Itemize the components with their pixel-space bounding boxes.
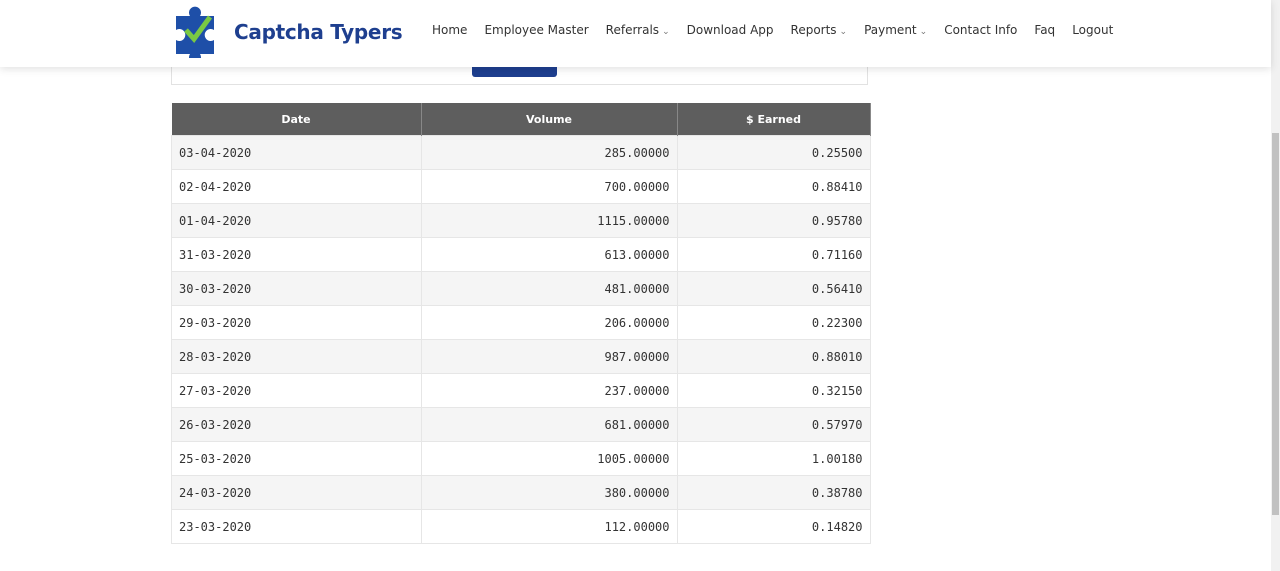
table-cell: 03-04-2020 xyxy=(171,135,422,170)
table-row: 03-04-2020 285.00000 0.25500 xyxy=(171,135,871,170)
table-cell: 380.00000 xyxy=(420,475,678,510)
chevron: ⌄ xyxy=(662,27,670,37)
table-row: 30-03-2020 481.00000 0.56410 xyxy=(171,271,871,306)
table-cell: 0.57970 xyxy=(676,407,871,442)
table-cell: 206.00000 xyxy=(420,305,678,340)
table-row: 31-03-2020 613.00000 0.71160 xyxy=(171,237,871,272)
table-cell: 0.14820 xyxy=(676,509,871,544)
navbar: Captcha Typers Home Employee Master Refe… xyxy=(0,0,1271,67)
table-row: 28-03-2020 987.00000 0.88010 xyxy=(171,339,871,374)
table-row: 02-04-2020 700.00000 0.88410 xyxy=(171,169,871,204)
table-row: 01-04-2020 1115.00000 0.95780 xyxy=(171,203,871,238)
table-cell: 0.56410 xyxy=(676,271,871,306)
nav-link: Referrals xyxy=(605,23,660,37)
table-cell: 26-03-2020 xyxy=(171,407,422,442)
table-cell: 01-04-2020 xyxy=(171,203,422,238)
nav-link[interactable]: Faq xyxy=(1034,23,1056,37)
table-cell: 0.88410 xyxy=(676,169,871,204)
column-header: $ Earned xyxy=(677,103,871,136)
table-cell: 0.95780 xyxy=(676,203,871,238)
nav-link: Reports xyxy=(790,23,837,37)
table-cell: 1005.00000 xyxy=(420,441,678,476)
column-header: Volume xyxy=(421,103,678,136)
menu: Home Employee Master Referrals ⌄ Download… xyxy=(432,23,1113,37)
table-cell: 481.00000 xyxy=(420,271,678,306)
table-cell: 02-04-2020 xyxy=(171,169,422,204)
column-header: Date xyxy=(171,103,422,136)
submit-button[interactable] xyxy=(472,67,557,77)
table-cell: 112.00000 xyxy=(420,509,678,544)
nav-dropdown[interactable]: Payment ⌄ xyxy=(864,23,927,37)
table-cell: 1115.00000 xyxy=(420,203,678,238)
table-cell: 0.25500 xyxy=(676,135,871,170)
chevron: ⌄ xyxy=(839,27,848,37)
table-cell: 25-03-2020 xyxy=(171,441,422,476)
table-cell: 1.00180 xyxy=(676,441,871,476)
table-body: 03-04-2020 285.00000 0.25500 02-04-2020 700.… xyxy=(171,135,871,544)
nav-link: Payment xyxy=(864,23,917,37)
table-cell: 31-03-2020 xyxy=(171,237,422,272)
nav-link[interactable]: Download App xyxy=(686,23,774,37)
table-row: 24-03-2020 380.00000 0.38780 xyxy=(171,475,871,510)
nav-dropdown[interactable]: Reports ⌄ xyxy=(791,23,848,37)
table-cell: 29-03-2020 xyxy=(171,305,422,340)
table-cell: 0.71160 xyxy=(676,237,871,272)
chevron: ⌄ xyxy=(919,27,928,37)
table-cell: 30-03-2020 xyxy=(171,271,422,306)
table-cell: 0.38780 xyxy=(676,475,871,510)
table-row: 27-03-2020 237.00000 0.32150 xyxy=(171,373,871,408)
header-row: Date Volume $ Earned xyxy=(171,103,871,136)
table-cell: 237.00000 xyxy=(420,373,678,408)
nav-link[interactable]: Contact Info xyxy=(944,23,1018,37)
nav-dropdown[interactable]: Referrals ⌄ xyxy=(606,23,670,37)
earnings-table: Date Volume $ Earned 03-04-2020 285.00000 0.… xyxy=(171,103,871,544)
table-cell: 27-03-2020 xyxy=(171,373,422,408)
table-cell: 23-03-2020 xyxy=(171,509,422,544)
table-cell: 681.00000 xyxy=(420,407,678,442)
table-cell: 0.22300 xyxy=(676,305,871,340)
table-cell: 24-03-2020 xyxy=(171,475,422,510)
scrollbar-thumb[interactable] xyxy=(1272,133,1279,515)
nav-link[interactable]: Home xyxy=(432,23,468,37)
table-cell: 700.00000 xyxy=(420,169,678,204)
table-cell: 0.32150 xyxy=(676,373,871,408)
table-row: 23-03-2020 112.00000 0.14820 xyxy=(171,509,871,544)
table-cell: 285.00000 xyxy=(420,135,678,170)
nav-link[interactable]: Employee Master xyxy=(484,23,589,37)
table-row: 25-03-2020 1005.00000 1.00180 xyxy=(171,441,871,476)
logo-text[interactable]: Captcha Typers xyxy=(234,20,403,44)
table-cell: 987.00000 xyxy=(420,339,678,374)
table-cell: 28-03-2020 xyxy=(171,339,422,374)
logo-icon[interactable] xyxy=(172,4,228,58)
table-row: 29-03-2020 206.00000 0.22300 xyxy=(171,305,871,340)
table-cell: 0.88010 xyxy=(676,339,871,374)
table-cell: 613.00000 xyxy=(420,237,678,272)
table-row: 26-03-2020 681.00000 0.57970 xyxy=(171,407,871,442)
nav-link[interactable]: Logout xyxy=(1072,23,1114,37)
